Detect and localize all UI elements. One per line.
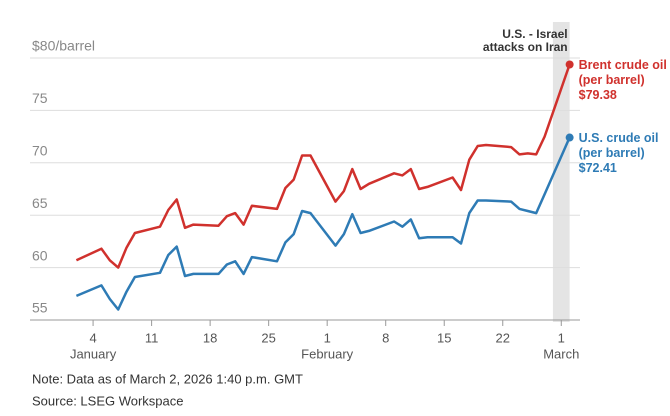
y-tick-label: 60 [32,247,48,263]
legend-label: Brent crude oil [579,58,667,72]
month-label: January [70,346,117,361]
annotation: U.S. - Israel [502,27,567,41]
legend-unit: (per barrel) [579,146,645,160]
x-tick-label: 15 [437,330,451,345]
x-tick-label: 4 [89,330,96,345]
x-tick-label: 1 [324,330,331,345]
x-tick-label: 8 [382,330,389,345]
y-tick-label: 75 [32,90,48,106]
month-label: February [301,346,354,361]
x-tick-label: 18 [203,330,217,345]
line [75,136,571,311]
y-tick-label: $80/barrel [32,38,95,54]
y-tick-label: 65 [32,195,48,211]
month-label: March [543,346,579,361]
x-tick-label: 1 [558,330,565,345]
x-tick-label: 25 [261,330,275,345]
y-tick-label: 70 [32,143,48,159]
legend-unit: (per barrel) [579,73,645,87]
source: Source: LSEG Workspace [32,393,184,408]
end-dot [565,60,574,69]
end-value-label: $72.41 [579,161,617,175]
annotation: attacks on Iran [483,40,568,54]
legend-label: U.S. crude oil [579,131,659,145]
x-tick-label: 11 [145,330,159,345]
line [75,64,571,269]
x-tick-label: 22 [496,330,510,345]
y-tick-label: 55 [32,300,48,316]
end-dot [565,133,574,142]
end-value-label: $79.38 [579,88,617,102]
note: Note: Data as of March 2, 2026 1:40 p.m.… [32,371,303,386]
